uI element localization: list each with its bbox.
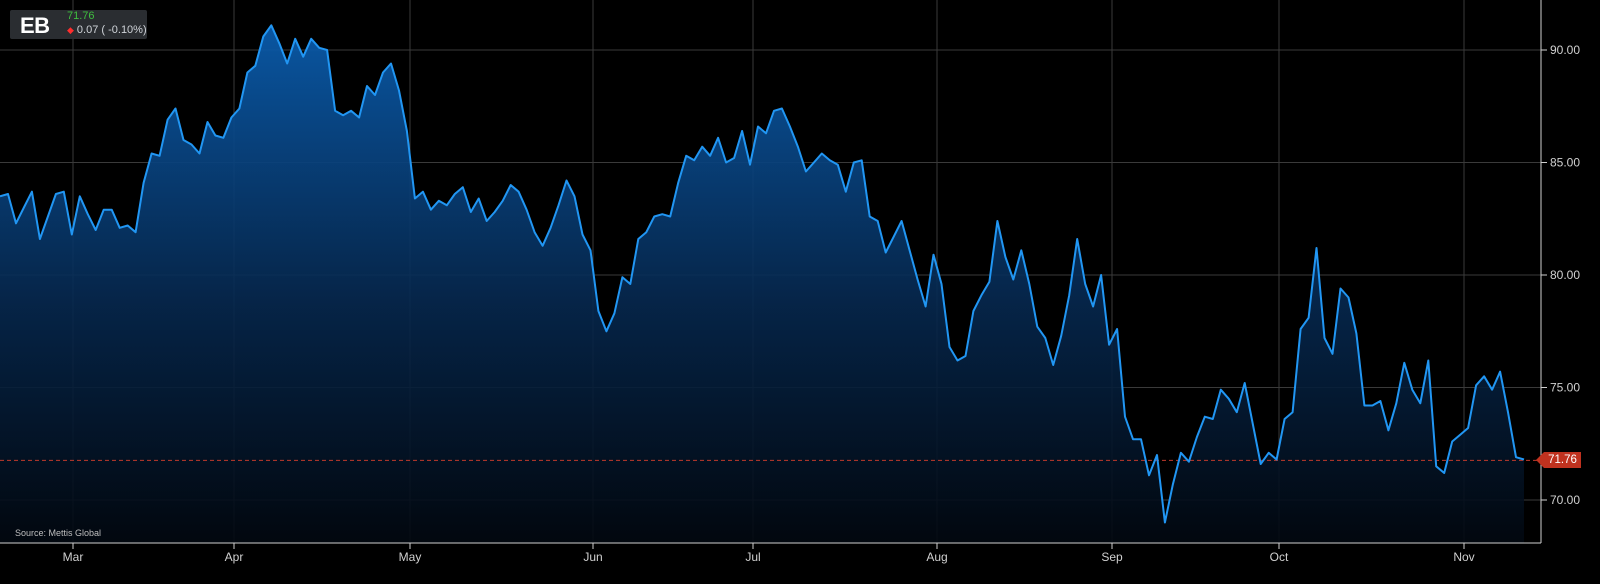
y-tick-label: 90.00 [1550,43,1580,57]
price-area-fill [0,25,1524,544]
y-tick-label: 75.00 [1550,381,1580,395]
ticker-price: 71.76 [67,10,95,22]
x-tick-label: Aug [926,550,947,564]
ticker-change-value: 0.07 ( -0.10%) [76,24,147,36]
price-line [0,24,1525,524]
x-tick-label: Jul [745,550,760,564]
x-tick-label: Nov [1453,550,1474,564]
down-arrow-icon: ◆ [67,25,74,35]
last-price-tag: 71.76 [1536,452,1581,469]
ticker-symbol: EB [20,13,50,38]
y-tick-label: 80.00 [1550,268,1580,282]
x-tick-label: Jun [583,550,602,564]
x-tick-label: Mar [63,550,84,564]
y-tick-label: 70.00 [1550,493,1580,507]
y-axis-ticks: 70.00 75.00 80.00 85.00 90.00 [1541,43,1580,507]
ticker-change: ◆ 0.07 ( -0.10%) [67,24,147,36]
ticker-summary: EB 71.76 ◆ 0.07 ( -0.10%) [10,10,147,39]
source-note: Source: Mettis Global [15,528,102,538]
x-axis-ticks: Mar Apr May Jun Jul Aug Sep Oct Nov [63,543,1475,564]
x-tick-label: Apr [225,550,244,564]
x-tick-label: Sep [1101,550,1123,564]
x-tick-label: May [399,550,422,564]
y-tick-label: 85.00 [1550,156,1580,170]
x-tick-label: Oct [1270,550,1289,564]
